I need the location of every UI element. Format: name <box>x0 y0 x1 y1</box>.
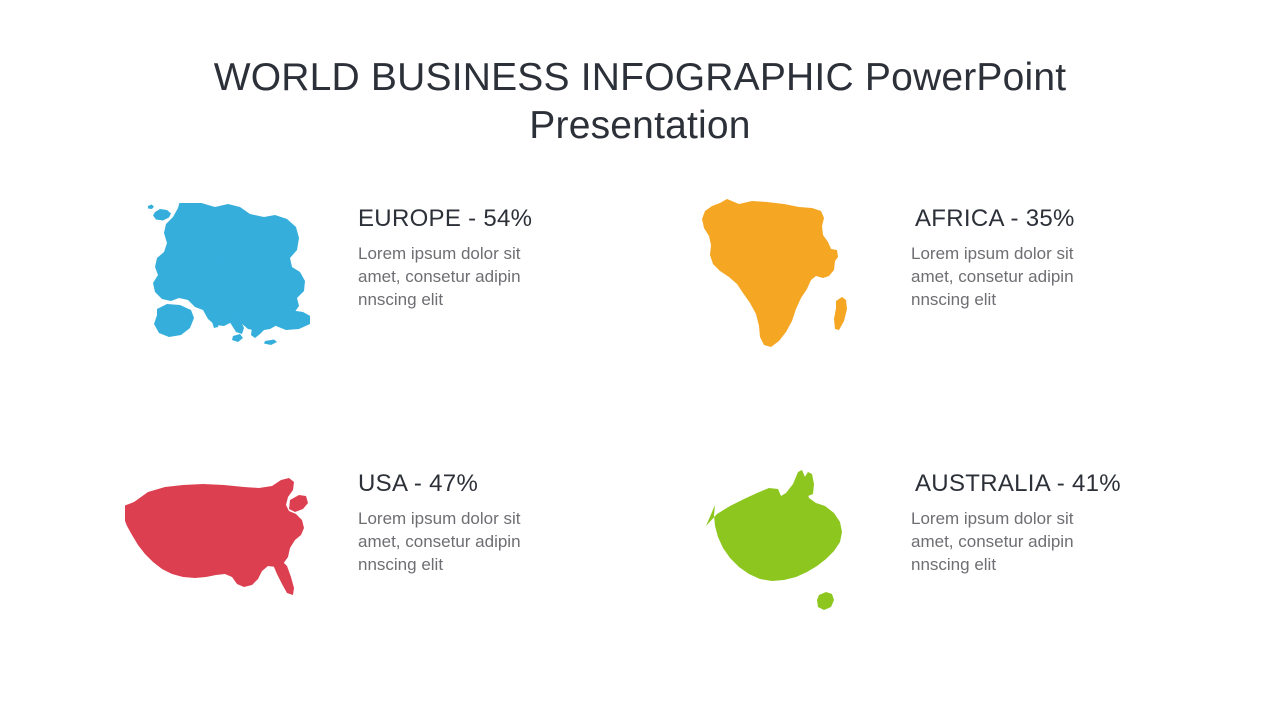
page-title: WORLD BUSINESS INFOGRAPHIC PowerPoint Pr… <box>213 56 1067 148</box>
usa-map-icon <box>125 477 308 595</box>
item-heading-australia: AUSTRALIA - 41% <box>915 470 1121 497</box>
infographic-item-africa[interactable]: AFRICA - 35% Lorem ipsum dolor sit amet,… <box>655 180 1215 380</box>
europe-map-holder <box>100 180 350 370</box>
item-body-europe: Lorem ipsum dolor sit amet, consetur adi… <box>358 244 521 309</box>
infographic-grid: EUROPE - 54% Lorem ipsum dolor sit amet,… <box>0 170 1280 650</box>
infographic-item-usa[interactable]: USA - 47% Lorem ipsum dolor sit amet, co… <box>100 445 660 645</box>
africa-map-icon <box>702 199 847 347</box>
item-body-africa: Lorem ipsum dolor sit amet, consetur adi… <box>911 244 1074 309</box>
africa-text-holder: AFRICA - 35% Lorem ipsum dolor sit amet,… <box>911 204 1201 311</box>
item-heading-europe: EUROPE - 54% <box>358 205 533 232</box>
usa-text-holder: USA - 47% Lorem ipsum dolor sit amet, co… <box>358 469 648 576</box>
europe-map-icon <box>148 202 310 345</box>
item-heading-africa: AFRICA - 35% <box>915 205 1075 232</box>
australia-map-holder <box>655 445 905 635</box>
usa-map-holder <box>100 445 350 635</box>
item-heading-usa: USA - 47% <box>358 470 479 497</box>
europe-text-holder: EUROPE - 54% Lorem ipsum dolor sit amet,… <box>358 204 648 311</box>
item-body-usa: Lorem ipsum dolor sit amet, consetur adi… <box>358 509 521 574</box>
infographic-item-australia[interactable]: AUSTRALIA - 41% Lorem ipsum dolor sit am… <box>655 445 1215 645</box>
australia-map-icon <box>705 470 842 610</box>
australia-text-holder: AUSTRALIA - 41% Lorem ipsum dolor sit am… <box>911 469 1201 576</box>
infographic-item-europe[interactable]: EUROPE - 54% Lorem ipsum dolor sit amet,… <box>100 180 660 380</box>
item-body-australia: Lorem ipsum dolor sit amet, consetur adi… <box>911 509 1074 574</box>
africa-map-holder <box>655 180 905 370</box>
